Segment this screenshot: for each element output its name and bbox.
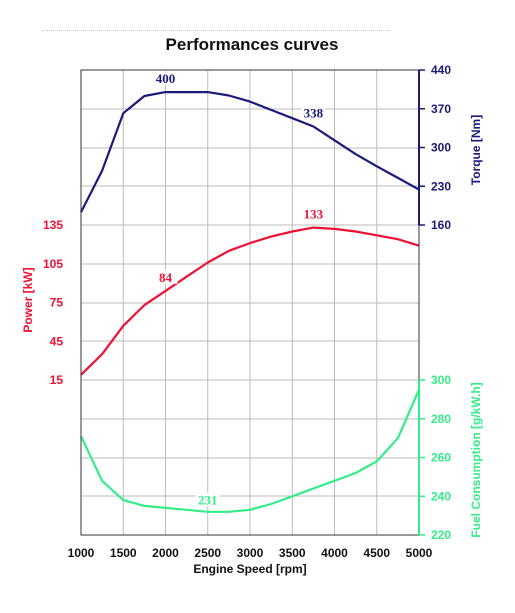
- torque-tick-label: 300: [431, 141, 451, 155]
- x-tick-label: 3000: [237, 546, 264, 560]
- plot-frame: [80, 69, 420, 536]
- x-tick-label: 4000: [321, 546, 348, 560]
- power-value-label: 84: [159, 270, 173, 285]
- power-tick-label: 75: [50, 296, 64, 310]
- torque-label-bg: [153, 71, 178, 86]
- torque-axis-label: Torque [Nm]: [469, 115, 483, 185]
- power-label-bg: [153, 269, 178, 284]
- x-tick-label: 1500: [110, 546, 137, 560]
- plot-border: [80, 69, 420, 536]
- x-tick-label: 2000: [152, 546, 179, 560]
- curves: 400 338 133 84 231: [80, 71, 421, 513]
- x-tick-label: 1000: [68, 546, 95, 560]
- torque-tick-label: 160: [431, 218, 451, 232]
- power-tick-label: 45: [50, 334, 64, 348]
- x-tick-label: 4500: [363, 546, 390, 560]
- fuel-tick-label: 300: [431, 373, 451, 387]
- axes: 160 230 300 370 440 220 240 260 280 300 15 45 75 105 1…: [43, 63, 451, 560]
- fuel-tick-label: 260: [431, 451, 451, 465]
- power-value-label: 133: [304, 207, 324, 222]
- x-tick-label: 3500: [279, 546, 306, 560]
- power-tick-label: 15: [50, 373, 64, 387]
- chart-title: Performances curves: [166, 35, 339, 54]
- torque-tick-label: 440: [431, 63, 451, 77]
- torque-label-bg: [301, 105, 326, 120]
- header-rule: [42, 30, 390, 31]
- power-label-bg: [301, 206, 326, 221]
- torque-value-label: 338: [304, 105, 324, 120]
- power-tick-label: 135: [43, 218, 63, 232]
- power-axis-label: Power [kW]: [21, 267, 35, 332]
- x-tick-label: 2500: [194, 546, 221, 560]
- fuel-tick-label: 220: [431, 528, 451, 542]
- fuel-tick-label: 240: [431, 489, 451, 503]
- x-tick-label: 5000: [406, 546, 433, 560]
- power-tick-label: 105: [43, 257, 63, 271]
- fuel-label-bg: [195, 492, 220, 507]
- fuel-tick-label: 280: [431, 412, 451, 426]
- torque-value-label: 400: [156, 71, 176, 86]
- torque-tick-label: 230: [431, 179, 451, 193]
- torque-tick-label: 370: [431, 102, 451, 116]
- x-axis-label: Engine Speed [rpm]: [193, 562, 306, 576]
- fuel-value-label: 231: [198, 493, 218, 508]
- fuel-axis-label: Fuel Consumption [g/kW.h]: [469, 382, 483, 537]
